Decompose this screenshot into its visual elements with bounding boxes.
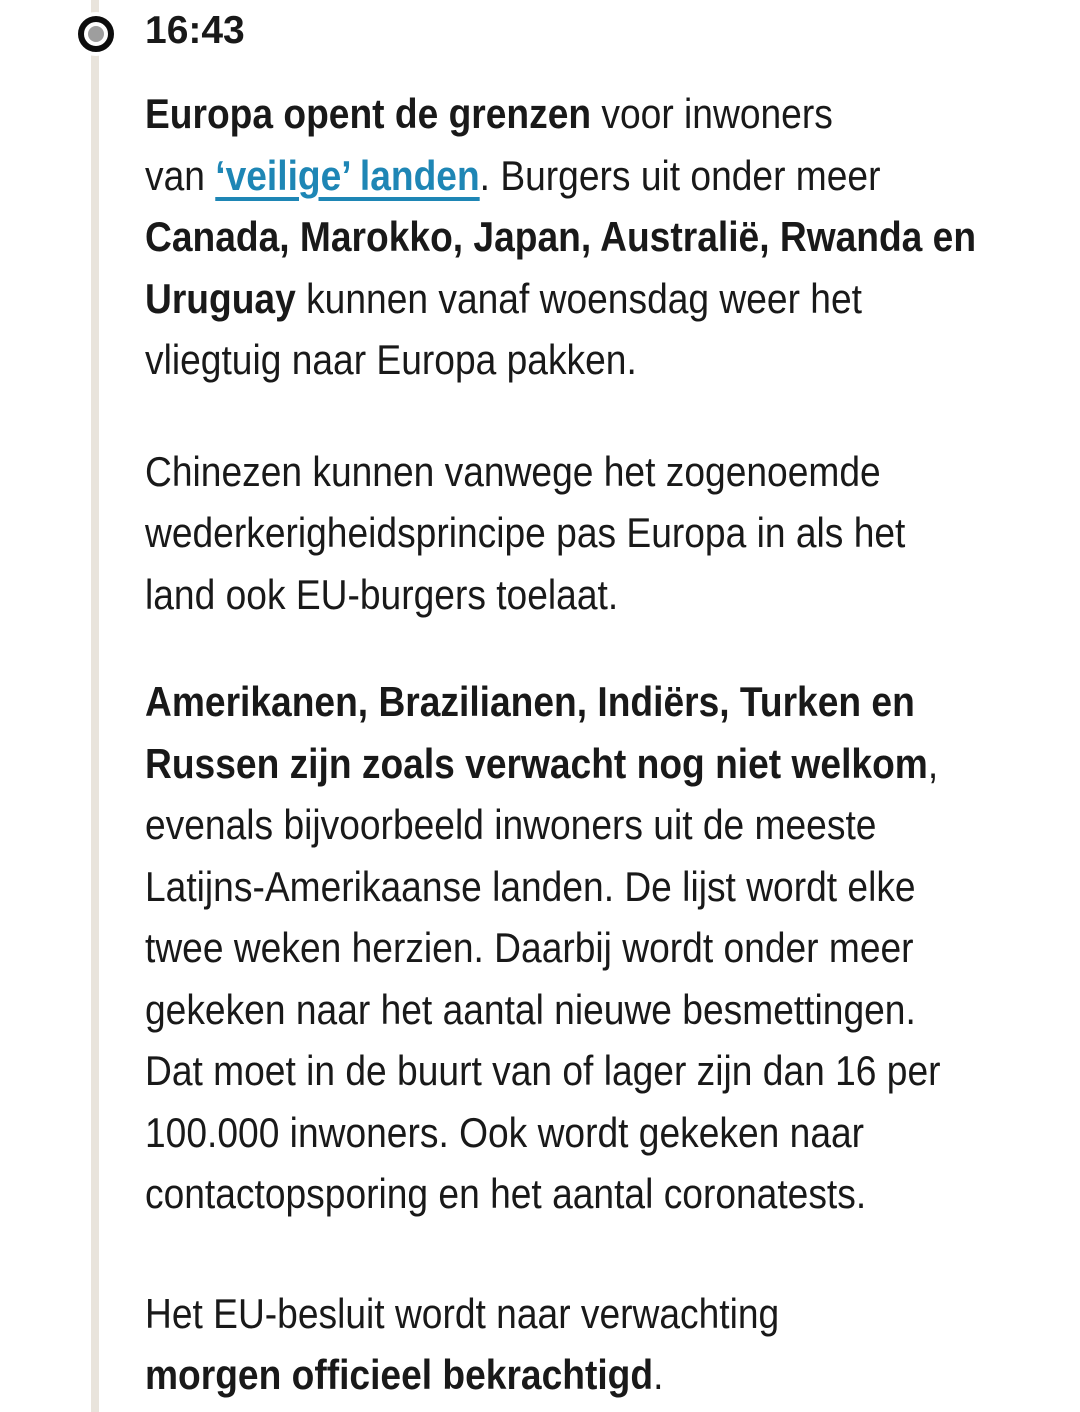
text-line: Canada, Marokko, Japan, Australië, Rwand… — [145, 206, 1080, 268]
text-run: twee weken herzien. Daarbij wordt onder … — [145, 924, 914, 971]
text-run: vliegtuig naar Europa pakken. — [145, 336, 637, 383]
paragraph: Europa opent de grenzen voor inwoners van… — [145, 83, 1080, 391]
text-line: Russen zijn zoals verwacht nog niet welk… — [145, 733, 1080, 795]
text-line: Amerikanen, Brazilianen, Indiërs, Turken… — [145, 671, 1080, 733]
text-line: morgen officieel bekrachtigd. — [145, 1344, 1080, 1406]
text-line: Dat moet in de buurt van of lager zijn d… — [145, 1040, 1080, 1102]
text-line: gekeken naar het aantal nieuwe besmettin… — [145, 979, 1080, 1041]
text-run: Europa opent de grenzen — [145, 90, 592, 137]
text-line: Het EU-besluit wordt naar verwachting — [145, 1283, 1080, 1345]
text-run: land ook EU-burgers toelaat. — [145, 570, 619, 618]
text-run: Dat moet in de buurt van of lager zijn d… — [145, 1047, 941, 1094]
text-line: wederkerigheidsprincipe pas Europa in al… — [145, 502, 1080, 564]
timeline-bullet-dot — [88, 26, 104, 42]
paragraph: Chinezen kunnen vanwege het zogenoemde we… — [145, 441, 1080, 626]
text-line: van ‘veilige’ landen. Burgers uit onder … — [145, 145, 1080, 207]
text-run: . Burgers uit onder meer — [479, 151, 881, 199]
text-line: Europa opent de grenzen voor inwoners — [145, 83, 1080, 145]
text-run: Amerikanen, Brazilianen, Indiërs, Turken… — [145, 678, 915, 725]
text-run: . — [653, 1351, 664, 1398]
text-line: land ook EU-burgers toelaat. — [145, 564, 1080, 626]
text-run: 100.000 inwoners. Ook wordt gekeken naar — [145, 1108, 865, 1156]
timeline-bullet-icon — [78, 16, 114, 52]
text-line: Latijns-Amerikaanse landen. De lijst wor… — [145, 856, 1080, 918]
text-run: gekeken naar het aantal nieuwe besmettin… — [145, 985, 916, 1033]
text-run: wederkerigheidsprincipe pas Europa in al… — [145, 509, 906, 556]
text-run: contactopsporing en het aantal coronates… — [145, 1170, 867, 1217]
inline-link[interactable]: ‘veilige’ landen — [215, 151, 480, 199]
text-run: Chinezen kunnen vanwege het zogenoemde — [145, 447, 881, 495]
text-line: vliegtuig naar Europa pakken. — [145, 329, 1080, 391]
text-line: contactopsporing en het aantal coronates… — [145, 1163, 1080, 1225]
text-run: kunnen vanaf woensdag weer het — [295, 274, 862, 322]
text-line: 100.000 inwoners. Ook wordt gekeken naar — [145, 1102, 1080, 1164]
text-line: evenals bijvoorbeeld inwoners uit de mee… — [145, 794, 1080, 856]
text-line: Uruguay kunnen vanaf woensdag weer het — [145, 268, 1080, 330]
timestamp: 16:43 — [145, 9, 245, 52]
text-run: Canada, Marokko, Japan, Australië, Rwand… — [145, 213, 977, 260]
text-run: Latijns-Amerikaanse landen. De lijst wor… — [145, 862, 916, 910]
text-run: Russen zijn zoals verwacht nog niet welk… — [145, 739, 928, 787]
paragraph: Amerikanen, Brazilianen, Indiërs, Turken… — [145, 671, 1080, 1225]
timeline-line — [91, 0, 99, 1412]
text-run: Het EU-besluit wordt naar verwachting — [145, 1289, 780, 1337]
text-run: , — [927, 739, 939, 787]
paragraph: Het EU-besluit wordt naar verwachting mor… — [145, 1283, 1080, 1406]
text-run: voor inwoners — [591, 90, 833, 137]
text-run: morgen officieel bekrachtigd — [145, 1351, 654, 1398]
text-run: van — [145, 151, 216, 199]
text-line: Chinezen kunnen vanwege het zogenoemde — [145, 441, 1080, 503]
text-run: Uruguay — [145, 274, 296, 322]
text-line: twee weken herzien. Daarbij wordt onder … — [145, 917, 1080, 979]
article-body: Europa opent de grenzen voor inwoners van… — [145, 83, 1080, 1406]
text-run: evenals bijvoorbeeld inwoners uit de mee… — [145, 801, 877, 848]
